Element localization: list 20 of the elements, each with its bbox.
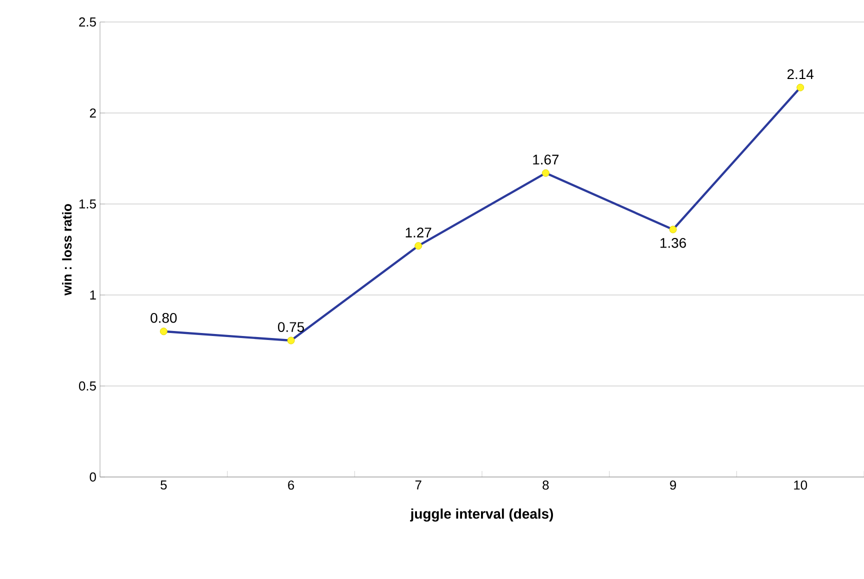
x-tick-label: 7	[415, 480, 422, 490]
x-tick-label: 10	[794, 480, 808, 490]
y-tick-label: 1.5	[79, 199, 96, 209]
y-axis-title: win : loss ratio	[62, 204, 72, 296]
y-tick-label: 1	[90, 290, 96, 300]
y-tick-label: 2.5	[79, 17, 96, 27]
data-label: 0.80	[150, 312, 177, 323]
x-tick-label: 8	[542, 480, 549, 490]
y-tick-label: 0	[90, 472, 96, 482]
data-label: 1.27	[406, 228, 432, 238]
x-axis-title: juggle interval (deals)	[410, 508, 553, 522]
data-label: 2.14	[787, 69, 814, 79]
y-tick-label: 0.5	[78, 381, 96, 391]
x-tick-label: 9	[670, 480, 676, 490]
data-label: 1.36	[660, 238, 686, 248]
x-tick-label: 5	[160, 480, 167, 490]
x-tick-label: 6	[288, 480, 294, 490]
data-label: 1.67	[533, 154, 559, 165]
y-tick-label: 2	[90, 108, 96, 118]
data-label: 0.75	[278, 322, 304, 332]
